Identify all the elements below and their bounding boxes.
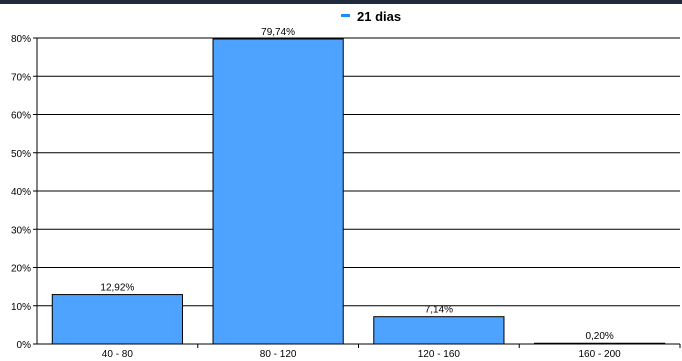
data-label: 0,20% — [585, 331, 613, 342]
y-tick-label: 20% — [11, 264, 31, 275]
y-tick-label: 60% — [11, 111, 31, 122]
y-tick-label: 70% — [11, 72, 31, 83]
axes — [36, 38, 680, 345]
legend: 21 dias — [341, 9, 401, 24]
y-tick-label: 10% — [11, 302, 31, 313]
bar — [51, 294, 183, 345]
x-tick-label: 40 - 80 — [102, 349, 134, 360]
y-tick-label: 30% — [11, 225, 31, 236]
bars: 12,92% 79,74% 7,14% 0,20% — [51, 27, 666, 345]
data-label: 12,92% — [100, 283, 134, 294]
y-axis-ticks: 0% 10% 20% 30% 40% 50% 60% 70% 80% — [11, 34, 37, 351]
top-border — [0, 0, 682, 4]
bar — [373, 316, 505, 345]
y-tick-label: 50% — [11, 149, 31, 160]
y-tick-label: 40% — [11, 187, 31, 198]
y-tick-label: 0% — [17, 340, 32, 351]
x-axis-ticks: 40 - 80 80 - 120 120 - 160 160 - 200 — [102, 344, 681, 360]
x-tick-label: 160 - 200 — [578, 349, 621, 360]
data-label: 79,74% — [261, 27, 295, 38]
y-tick-label: 80% — [11, 34, 31, 45]
legend-marker — [341, 14, 350, 17]
legend-label: 21 dias — [357, 9, 401, 24]
bar — [212, 38, 344, 345]
x-tick-label: 120 - 160 — [418, 349, 461, 360]
data-label: 7,14% — [425, 305, 453, 316]
x-tick-label: 80 - 120 — [260, 349, 297, 360]
